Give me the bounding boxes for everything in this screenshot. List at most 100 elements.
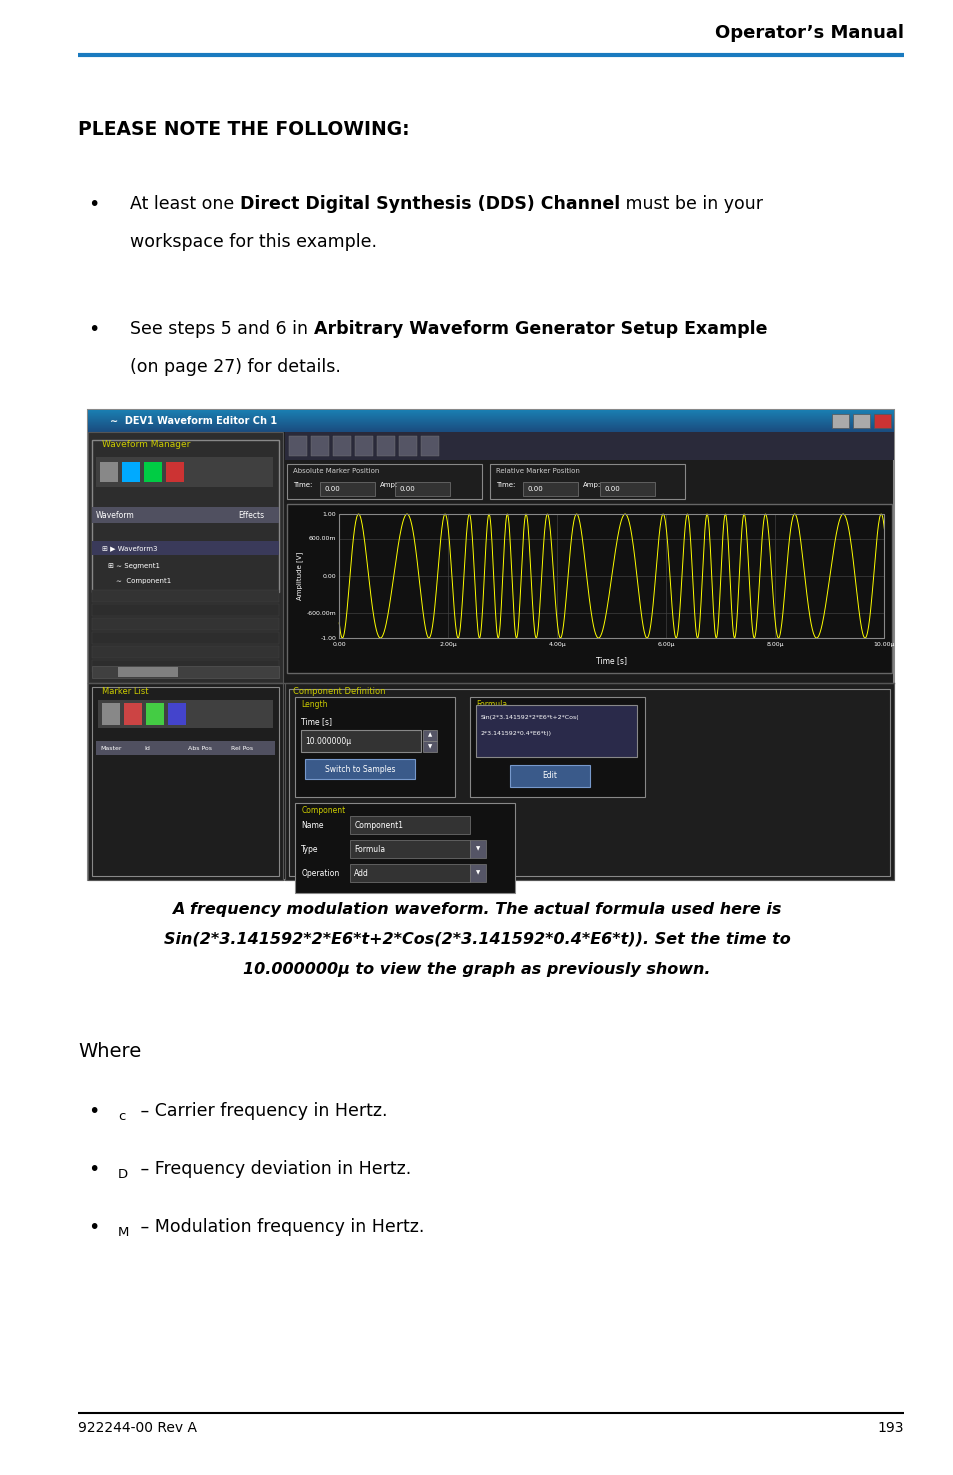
Bar xyxy=(311,437,329,456)
Text: Time [s]: Time [s] xyxy=(301,717,332,726)
Bar xyxy=(92,541,279,555)
Text: Rel Pos: Rel Pos xyxy=(232,745,253,751)
Text: Waveform Manager: Waveform Manager xyxy=(102,440,191,448)
Bar xyxy=(832,414,848,428)
Bar xyxy=(355,437,373,456)
Text: Name: Name xyxy=(301,820,323,829)
Text: Waveform: Waveform xyxy=(96,510,134,519)
Text: Id: Id xyxy=(144,745,150,751)
Text: Switch to Samples: Switch to Samples xyxy=(325,764,395,773)
Text: Absolute Marker Position: Absolute Marker Position xyxy=(293,468,379,473)
Bar xyxy=(92,618,279,630)
Text: Length: Length xyxy=(301,701,328,709)
Text: 922244-00 Rev A: 922244-00 Rev A xyxy=(78,1420,197,1435)
Bar xyxy=(294,698,455,796)
Text: 2.00μ: 2.00μ xyxy=(439,642,456,648)
Bar xyxy=(350,816,470,833)
Text: -1.00: -1.00 xyxy=(320,636,335,640)
Text: Type: Type xyxy=(301,845,318,854)
Text: •: • xyxy=(88,1102,99,1121)
Bar xyxy=(92,631,279,645)
Bar xyxy=(421,437,438,456)
Bar xyxy=(146,704,164,726)
Text: Operator’s Manual: Operator’s Manual xyxy=(715,24,903,41)
Text: – Modulation frequency in Hertz.: – Modulation frequency in Hertz. xyxy=(135,1218,424,1236)
Text: ⊞ ▶ Waveform3: ⊞ ▶ Waveform3 xyxy=(102,544,157,552)
Text: Add: Add xyxy=(354,869,369,878)
Bar xyxy=(510,766,590,788)
Bar xyxy=(395,482,450,496)
Bar xyxy=(98,701,273,729)
Text: Time:: Time: xyxy=(496,482,515,488)
Text: (on page 27) for details.: (on page 27) for details. xyxy=(131,358,341,376)
Text: 193: 193 xyxy=(877,1420,903,1435)
Text: •: • xyxy=(88,320,99,339)
Bar xyxy=(289,437,307,456)
Text: Time [s]: Time [s] xyxy=(596,656,627,665)
Text: workspace for this example.: workspace for this example. xyxy=(131,233,376,251)
Bar xyxy=(470,698,644,796)
Bar xyxy=(423,730,436,740)
Text: •: • xyxy=(88,1159,99,1179)
Text: Where: Where xyxy=(78,1041,141,1061)
Text: ▼: ▼ xyxy=(428,745,432,749)
Text: 10.000000μ to view the graph as previously shown.: 10.000000μ to view the graph as previous… xyxy=(243,962,710,976)
Bar xyxy=(350,864,470,882)
Text: Master: Master xyxy=(100,745,122,751)
Text: PLEASE NOTE THE FOLLOWING:: PLEASE NOTE THE FOLLOWING: xyxy=(78,119,410,139)
Text: Operation: Operation xyxy=(301,869,339,878)
Text: ▼: ▼ xyxy=(476,847,480,851)
Bar xyxy=(522,482,578,496)
Text: ∼  DEV1 Waveform Editor Ch 1: ∼ DEV1 Waveform Editor Ch 1 xyxy=(111,416,277,426)
Bar xyxy=(88,432,283,683)
Text: 0.00: 0.00 xyxy=(332,642,346,648)
Text: 8.00μ: 8.00μ xyxy=(766,642,783,648)
Text: A frequency modulation waveform. The actual formula used here is: A frequency modulation waveform. The act… xyxy=(172,903,781,917)
Text: – Frequency deviation in Hertz.: – Frequency deviation in Hertz. xyxy=(135,1159,411,1179)
Bar xyxy=(88,410,894,432)
Text: ⊞ ∼ Segment1: ⊞ ∼ Segment1 xyxy=(108,563,160,569)
Text: Formula: Formula xyxy=(476,701,507,709)
Bar xyxy=(490,465,684,499)
Bar xyxy=(122,462,140,482)
Text: Arbitrary Waveform Generator Setup Example: Arbitrary Waveform Generator Setup Examp… xyxy=(314,320,766,338)
Bar xyxy=(166,462,184,482)
Text: •: • xyxy=(88,195,99,214)
Bar xyxy=(305,760,415,779)
Bar xyxy=(92,440,279,591)
Bar xyxy=(92,667,279,678)
Text: Edit: Edit xyxy=(542,771,558,780)
Bar xyxy=(92,687,279,876)
Bar xyxy=(301,730,421,752)
Text: D: D xyxy=(118,1168,129,1181)
Text: -600.00m: -600.00m xyxy=(306,611,335,615)
Bar xyxy=(88,410,894,881)
Bar xyxy=(287,504,891,673)
Text: 4.00μ: 4.00μ xyxy=(548,642,565,648)
Text: Time:: Time: xyxy=(293,482,313,488)
Bar xyxy=(470,839,486,858)
Text: •: • xyxy=(88,1218,99,1238)
Bar xyxy=(92,659,279,673)
Bar xyxy=(144,462,162,482)
Text: Component: Component xyxy=(301,805,345,816)
Bar xyxy=(100,462,118,482)
Text: ▲: ▲ xyxy=(428,733,432,738)
Text: Formula: Formula xyxy=(354,845,385,854)
Text: 0.00: 0.00 xyxy=(603,485,619,493)
Text: Effects: Effects xyxy=(238,510,264,519)
Bar xyxy=(92,507,279,524)
Text: Component1: Component1 xyxy=(354,820,403,829)
Text: Direct Digital Synthesis (DDS) Channel: Direct Digital Synthesis (DDS) Channel xyxy=(240,195,619,212)
Bar xyxy=(398,437,416,456)
Bar xyxy=(102,704,120,726)
Text: 600.00m: 600.00m xyxy=(309,537,335,541)
Text: 0.00: 0.00 xyxy=(527,485,542,493)
Text: Amp:: Amp: xyxy=(582,482,600,488)
Bar xyxy=(853,414,869,428)
Text: Marker List: Marker List xyxy=(102,687,149,696)
Bar xyxy=(470,864,486,882)
Bar xyxy=(88,683,283,881)
Text: At least one: At least one xyxy=(131,195,240,212)
Text: See steps 5 and 6 in: See steps 5 and 6 in xyxy=(131,320,314,338)
